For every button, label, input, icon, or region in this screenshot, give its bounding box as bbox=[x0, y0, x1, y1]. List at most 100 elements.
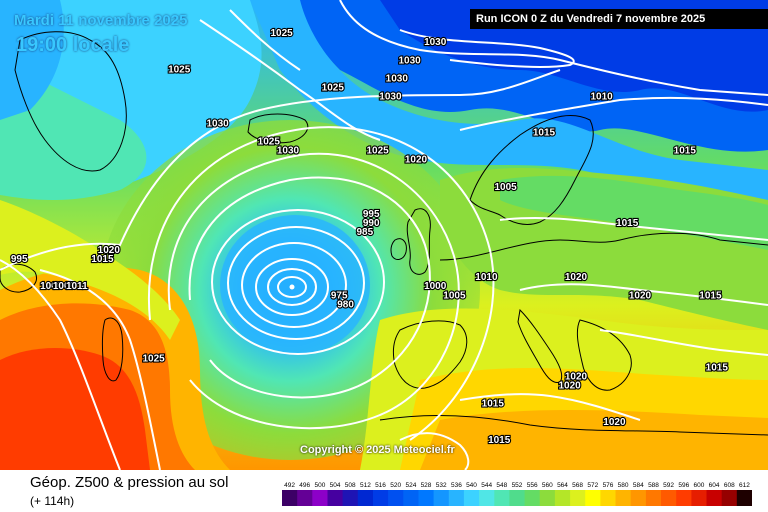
isobar-label: 985 bbox=[356, 227, 373, 238]
isobar-label: 1000 bbox=[424, 281, 447, 292]
z500-blue-northwest bbox=[0, 0, 64, 120]
legend-tick-label: 584 bbox=[633, 482, 644, 489]
isobar-1025-west bbox=[39, 269, 161, 470]
isobar-label: 1020 bbox=[405, 155, 428, 166]
legend-swatch bbox=[570, 490, 586, 506]
azores-island bbox=[101, 317, 124, 382]
isobar-label: 1015 bbox=[674, 146, 697, 157]
isobar-labels: 1025103010301025102010251030101010151015… bbox=[10, 27, 730, 447]
isobar-label: 975 bbox=[331, 290, 348, 301]
isobar-label: 1020 bbox=[565, 272, 588, 283]
legend-tick-label: 500 bbox=[314, 482, 325, 489]
legend-swatch bbox=[676, 490, 692, 506]
isobar-label: 1025 bbox=[258, 137, 281, 148]
run-info: Run ICON 0 Z du Vendredi 7 novembre 2025 bbox=[470, 9, 768, 29]
legend-swatch bbox=[433, 490, 450, 506]
legend-tick-label: 520 bbox=[390, 482, 401, 489]
isobar-label: 1010 bbox=[590, 91, 613, 102]
isobar-1015-east bbox=[599, 329, 768, 356]
isobar-label: 995 bbox=[363, 209, 380, 220]
isobar-1015-europe bbox=[499, 216, 768, 241]
isobar-label: 1015 bbox=[482, 399, 505, 410]
isobar-label: 1025 bbox=[168, 64, 191, 75]
isobar-label: 1015 bbox=[91, 254, 114, 265]
isobar-label: 1020 bbox=[629, 290, 652, 301]
balkans-coast bbox=[576, 319, 632, 391]
isobar-label: 1025 bbox=[270, 28, 293, 39]
isobar-1015-north bbox=[0, 69, 561, 271]
italy-coast bbox=[517, 308, 563, 384]
legend-tick-label: 496 bbox=[299, 482, 310, 489]
isobar-label: 1000 bbox=[53, 281, 76, 292]
isobar-label: 1020 bbox=[98, 245, 121, 256]
legend-swatch bbox=[585, 490, 601, 506]
legend-swatch bbox=[403, 490, 419, 506]
isobar-label: 980 bbox=[337, 299, 354, 310]
isobar-label: 1015 bbox=[706, 363, 729, 374]
isobar-995 bbox=[211, 209, 385, 355]
legend-tick-label: 528 bbox=[421, 482, 432, 489]
isobar-label: 990 bbox=[363, 218, 380, 229]
legend-swatch bbox=[706, 490, 723, 506]
lead-time: (+ 114h) bbox=[30, 494, 75, 508]
isobar-label: 1025 bbox=[366, 146, 389, 157]
isobar-label: 1025 bbox=[142, 354, 165, 365]
scandinavia-coast bbox=[469, 115, 594, 225]
isobar-1000 bbox=[188, 176, 431, 399]
legend-swatch bbox=[463, 490, 480, 506]
isobar-1015-scandinavia bbox=[459, 96, 768, 131]
isobar-980 bbox=[255, 258, 329, 316]
legend-tick-label: 572 bbox=[587, 482, 598, 489]
isobar-label: 1015 bbox=[488, 435, 511, 446]
low-center-marker bbox=[289, 284, 295, 290]
isobar-label: 1025 bbox=[322, 82, 345, 93]
isobar-label: 1015 bbox=[699, 290, 722, 301]
isobar-label: 995 bbox=[11, 254, 28, 265]
isobar-label: 1030 bbox=[322, 82, 345, 93]
isobar-1010-north bbox=[339, 0, 768, 96]
valid-date: Mardi 11 novembre 2025 bbox=[14, 12, 188, 29]
legend-swatch bbox=[282, 490, 298, 506]
legend-tick-label: 512 bbox=[360, 482, 371, 489]
legend-swatch bbox=[418, 490, 435, 506]
isobar-label: 1020 bbox=[565, 372, 588, 383]
legend-swatch bbox=[327, 490, 344, 506]
legend-tick-label: 588 bbox=[648, 482, 659, 489]
legend-tick-label: 536 bbox=[451, 482, 462, 489]
legend-tick-label: 556 bbox=[527, 482, 538, 489]
color-scale-legend: 492 496 500 504 508 512 516 520 524 528 532 536 540 5… bbox=[282, 482, 752, 506]
legend-swatch bbox=[388, 490, 404, 506]
isobar-1030-north2 bbox=[229, 9, 301, 71]
isobar-1010 bbox=[147, 126, 495, 441]
legend-tick-label: 544 bbox=[481, 482, 492, 489]
low-core-fill bbox=[220, 215, 370, 355]
legend-tick-label: 552 bbox=[512, 482, 523, 489]
isobar-1020-europe bbox=[519, 283, 768, 306]
legend-tick-label: 540 bbox=[466, 482, 477, 489]
legend-swatch bbox=[630, 490, 647, 506]
legend-tick-label: 568 bbox=[572, 482, 583, 489]
legend-swatch bbox=[691, 490, 708, 506]
legend-tick-label: 576 bbox=[603, 482, 614, 489]
north-sea-coast bbox=[439, 232, 768, 261]
isobar-1020-south bbox=[459, 393, 641, 421]
britain-coast bbox=[406, 208, 431, 275]
legend-tick-label: 580 bbox=[618, 482, 629, 489]
isobar-label: 1011 bbox=[66, 281, 88, 292]
isobar-label: 1030 bbox=[424, 37, 447, 48]
legend-swatch bbox=[736, 490, 752, 506]
isobar-label: 1030 bbox=[379, 91, 402, 102]
isobar-label: 1020 bbox=[558, 381, 581, 392]
isobar-label: 1020 bbox=[603, 417, 626, 428]
isobar-label: 1015 bbox=[616, 218, 639, 229]
legend-tick-label: 608 bbox=[724, 482, 735, 489]
isobar-1005 bbox=[167, 152, 460, 430]
isobar-label: 1005 bbox=[443, 290, 466, 301]
isobar-label: 1005 bbox=[494, 182, 517, 193]
legend-tick-label: 596 bbox=[678, 482, 689, 489]
greenland-coast bbox=[14, 31, 127, 172]
isobar-1030-north bbox=[199, 19, 381, 141]
legend-swatch bbox=[524, 490, 541, 506]
legend-swatch bbox=[600, 490, 617, 506]
legend-swatch bbox=[645, 490, 662, 506]
